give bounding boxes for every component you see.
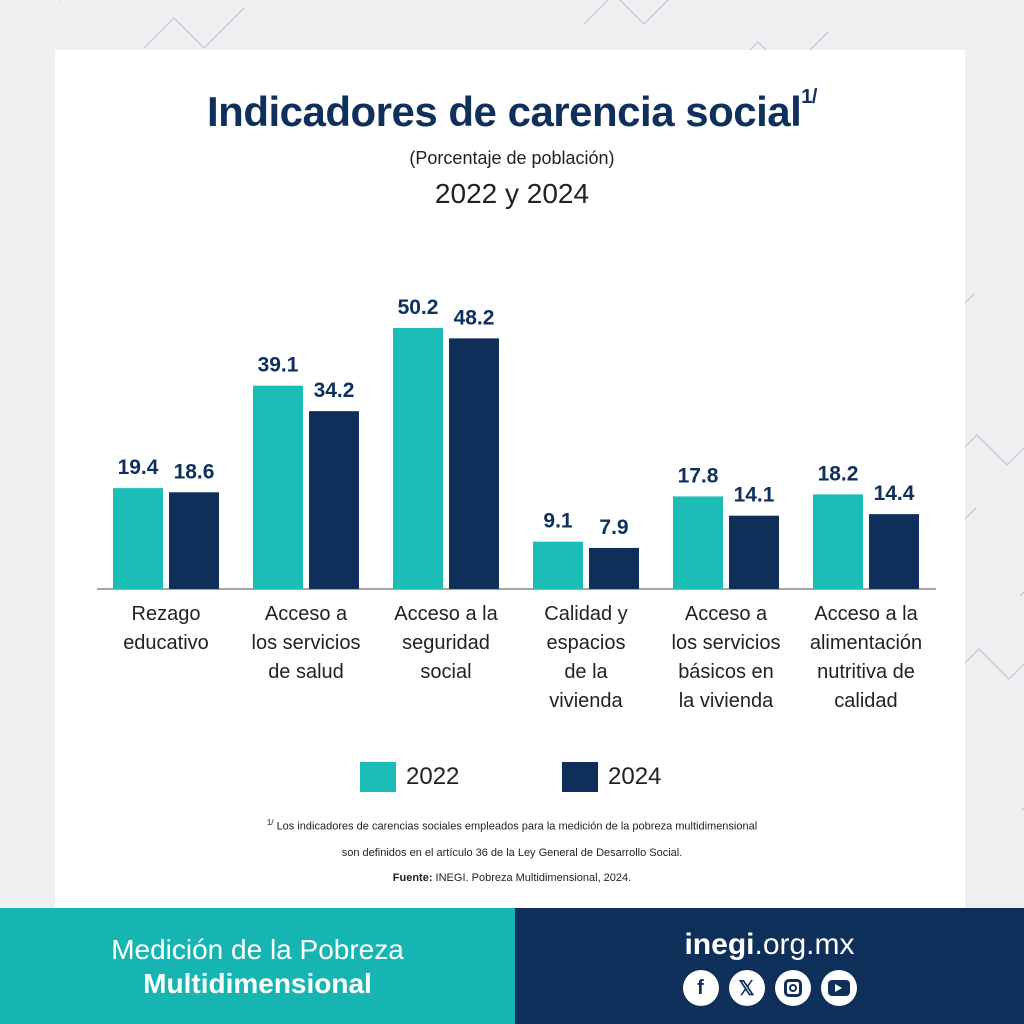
category-label: Calidad y espacios de la vivienda	[544, 603, 628, 712]
bar-2024-4	[729, 515, 779, 589]
bar-2024-1	[309, 411, 359, 589]
category-label: Rezago educativo	[123, 603, 209, 654]
category-label: Acceso a los servicios de salud	[251, 603, 361, 683]
legend-2022: 2022	[360, 762, 459, 792]
website-link[interactable]: inegi.org.mx	[684, 928, 855, 961]
legend-2024: 2024	[562, 762, 661, 792]
data-label-2024-4: 14.1	[734, 484, 775, 507]
data-label-2022-1: 39.1	[258, 354, 299, 377]
category-label: Acceso a la alimentación nutritiva de calid…	[809, 603, 923, 712]
source-note: Fuente: INEGI. Pobreza Multidimensional,…	[392, 872, 632, 884]
footer-right: inegi.org.mx f 𝕏	[515, 908, 1024, 1024]
data-label-2024-5: 14.4	[874, 482, 915, 505]
bar-2024-0	[169, 492, 219, 589]
bar-2022-4	[673, 496, 723, 589]
data-label-2024-0: 18.6	[174, 460, 215, 483]
bar-2022-3	[533, 541, 583, 589]
instagram-icon[interactable]	[774, 970, 811, 1006]
legend-swatch-2024	[562, 762, 598, 792]
bar-2022-0	[113, 488, 163, 589]
bar-2024-2	[449, 338, 499, 589]
youtube-icon[interactable]	[820, 970, 857, 1006]
bar-2024-5	[869, 514, 919, 589]
x-icon[interactable]: 𝕏	[728, 970, 765, 1006]
footer-left: Medición de la Pobreza Multidimensional	[0, 908, 515, 1024]
data-label-2024-1: 34.2	[314, 379, 355, 402]
chart-subtitle: (Porcentaje de población)	[409, 148, 615, 168]
bar-2022-5	[813, 494, 863, 589]
bar-2022-2	[393, 327, 443, 589]
facebook-icon[interactable]: f	[682, 970, 719, 1006]
bar-2024-3	[589, 547, 639, 589]
data-label-2022-3: 9.1	[543, 510, 573, 533]
footnote-line1: 1/ Los indicadores de carencias sociales…	[266, 818, 758, 833]
chart-card	[55, 50, 965, 908]
data-label-2022-5: 18.2	[818, 462, 859, 485]
data-label-2022-4: 17.8	[678, 464, 719, 487]
category-label: Acceso a la seguridad social	[394, 603, 498, 683]
legend-swatch-2022	[360, 762, 396, 792]
data-label-2024-3: 7.9	[599, 516, 628, 539]
data-label-2024-2: 48.2	[454, 306, 495, 329]
data-label-2022-0: 19.4	[118, 456, 159, 479]
category-label: Acceso a los servicios básicos en la vivien…	[671, 603, 781, 712]
bar-chart: 19.4 18.6 39.1 34.2 50.2 48.2 9.1 7.9 17.8 14.1 18…	[97, 296, 936, 590]
chart-title: Indicadores de carencia social1/	[207, 86, 817, 135]
data-label-2022-2: 50.2	[398, 296, 439, 319]
footnote-line2: son definidos en el artículo 36 de la Le…	[341, 847, 683, 859]
bar-2022-1	[253, 385, 303, 589]
footer-title-line2: Multidimensional	[143, 968, 372, 999]
chart-years: 2022 y 2024	[434, 178, 590, 209]
footer-title-line1: Medición de la Pobreza	[111, 934, 404, 965]
